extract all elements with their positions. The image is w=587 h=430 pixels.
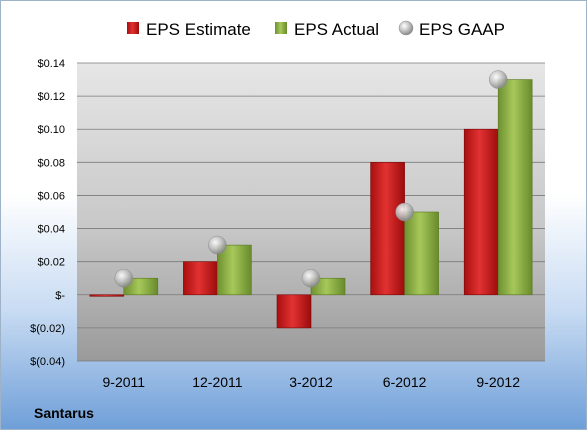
bar-eps-estimate [370, 162, 405, 296]
y-tick-label: $(0.02) [30, 323, 65, 335]
x-category-label: 9-2011 [103, 374, 146, 390]
marker-eps-gaap [395, 202, 414, 222]
legend-label-eps-actual: EPS Actual [294, 20, 379, 39]
y-tick-label: $0.06 [37, 190, 65, 202]
y-tick-label: $0.12 [37, 91, 65, 103]
y-tick-label: $- [55, 290, 65, 302]
legend-swatch-eps-estimate [127, 22, 139, 34]
x-category-label: 3-2012 [289, 374, 333, 390]
y-tick-label: $(0.04) [30, 356, 65, 368]
y-tick-label: $0.10 [37, 124, 65, 136]
legend: EPS Estimate EPS Actual EPS GAAP [127, 20, 505, 39]
legend-marker-eps-gaap [398, 20, 414, 36]
bar-eps-actual [497, 79, 533, 296]
y-tick-label: $0.14 [37, 58, 65, 70]
bars [89, 79, 533, 329]
legend-swatch-eps-actual [275, 22, 287, 34]
marker-eps-gaap [208, 235, 227, 255]
company-label: Santarus [34, 405, 94, 421]
legend-label-eps-gaap: EPS GAAP [419, 20, 505, 39]
legend-label-eps-estimate: EPS Estimate [146, 20, 251, 39]
x-category-label: 6-2012 [383, 374, 427, 390]
bar-eps-estimate [463, 128, 499, 296]
bar-eps-actual [404, 211, 439, 296]
marker-eps-gaap [114, 268, 134, 288]
y-tick-label: $0.04 [37, 224, 65, 236]
y-axis-ticks: $0.14 $0.12 $0.10 $0.08 $0.06 $0.04 $0.02 $- $(0… [30, 58, 65, 368]
x-category-label: 12-2011 [192, 374, 243, 390]
bar-eps-estimate [276, 294, 312, 329]
bar-eps-estimate [183, 261, 218, 296]
x-category-label: 9-2012 [476, 374, 520, 390]
marker-eps-gaap [488, 70, 508, 89]
y-tick-label: $0.02 [37, 257, 65, 269]
bar-eps-actual [217, 244, 252, 296]
bar-eps-estimate [89, 294, 125, 297]
gaap-markers [114, 70, 508, 288]
marker-eps-gaap [301, 268, 321, 288]
y-tick-label: $0.08 [37, 157, 65, 169]
x-axis-categories: 9-2011 12-2011 3-2012 6-2012 9-2012 [103, 374, 521, 390]
